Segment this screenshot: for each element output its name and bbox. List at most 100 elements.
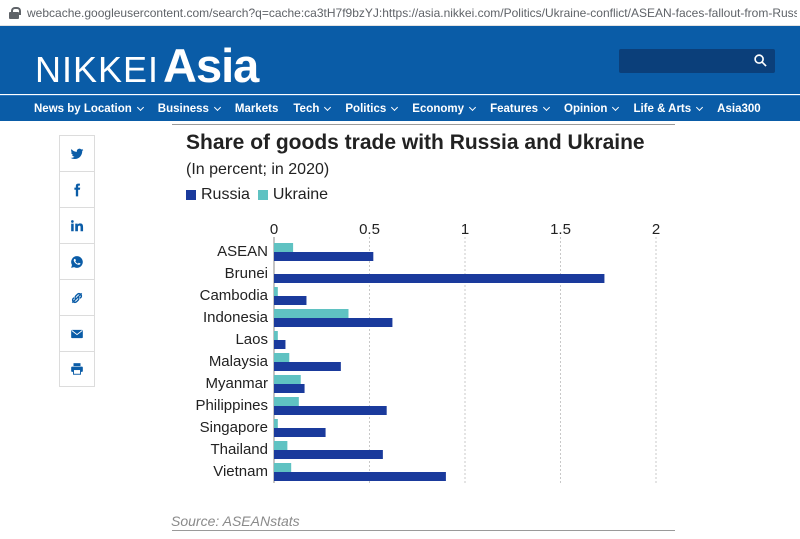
- chevron-down-icon: [469, 103, 477, 111]
- chart-legend: Russia Ukraine: [186, 186, 336, 204]
- nav-item-label: Opinion: [564, 102, 608, 115]
- chevron-down-icon: [136, 103, 144, 111]
- legend-ukraine: Ukraine: [257, 186, 329, 204]
- share-bar: [59, 135, 95, 387]
- legend-label-ukraine: Ukraine: [272, 186, 329, 203]
- chevron-down-icon: [696, 103, 704, 111]
- link-icon: [71, 292, 83, 303]
- category-label: ASEAN: [217, 243, 268, 260]
- nav-item-politics[interactable]: Politics: [345, 102, 399, 115]
- logo-asia-text: Asia: [163, 39, 259, 92]
- category-label: Malaysia: [209, 353, 269, 370]
- print-icon: [71, 363, 83, 375]
- nav-item-label: Business: [157, 102, 209, 115]
- chart-subtitle: (In percent; in 2020): [186, 161, 330, 178]
- nav-item-label: Politics: [345, 102, 387, 115]
- bar-ukraine: [274, 331, 278, 340]
- x-tick-label: 0: [270, 221, 278, 238]
- category-label: Cambodia: [200, 287, 269, 304]
- nav-item-news-by-location[interactable]: News by Location: [34, 102, 144, 115]
- nav-item-label: Asia300: [717, 102, 761, 115]
- bar-ukraine: [274, 243, 294, 252]
- email-icon: [71, 329, 83, 338]
- site-header: NIKKEIAsia: [0, 26, 800, 94]
- bar-russia: [274, 296, 307, 305]
- twitter-icon: [70, 148, 84, 159]
- share-email-button[interactable]: [59, 315, 95, 351]
- bar-russia: [274, 450, 383, 459]
- bar-russia: [274, 428, 326, 437]
- legend-swatch-russia: [186, 190, 196, 200]
- share-twitter-button[interactable]: [59, 135, 95, 171]
- chevron-down-icon: [612, 103, 620, 111]
- category-label: Singapore: [200, 419, 268, 436]
- category-label: Myanmar: [205, 375, 268, 392]
- linkedin-icon: [71, 219, 84, 231]
- share-facebook-button[interactable]: [59, 171, 95, 207]
- category-label: Vietnam: [213, 463, 268, 480]
- chevron-down-icon: [213, 103, 221, 111]
- category-label: Laos: [235, 331, 268, 348]
- category-label: Thailand: [210, 441, 268, 458]
- x-tick-label: 1: [461, 221, 469, 238]
- bar-ukraine: [274, 353, 290, 362]
- legend-label-russia: Russia: [201, 186, 250, 203]
- nav-item-markets[interactable]: Markets: [235, 103, 278, 115]
- share-print-button[interactable]: [59, 351, 95, 387]
- legend-swatch-ukraine: [257, 190, 268, 200]
- x-tick-label: 1.5: [550, 221, 571, 238]
- x-tick-label: 0.5: [359, 221, 380, 238]
- bar-ukraine: [274, 397, 299, 406]
- bar-russia: [274, 384, 305, 393]
- search-input[interactable]: [619, 49, 775, 73]
- chevron-down-icon: [324, 103, 332, 111]
- chevron-down-icon: [542, 103, 551, 111]
- nav-item-business[interactable]: Business: [157, 102, 221, 115]
- figure-top-rule: [172, 124, 675, 125]
- search-icon[interactable]: [754, 54, 767, 67]
- lock-icon: [9, 6, 21, 19]
- chevron-down-icon: [391, 103, 399, 111]
- nav-item-features[interactable]: Features: [490, 102, 551, 115]
- nav-item-economy[interactable]: Economy: [412, 103, 477, 115]
- bar-ukraine: [274, 375, 301, 384]
- bar-chart: 0 0.5 1 1.5 2 ASEAN Brunei Cambodia Indonesia Lao…: [195, 221, 660, 483]
- bar-ukraine: [274, 309, 349, 318]
- bar-russia: [274, 252, 374, 261]
- nav-item-tech[interactable]: Tech: [293, 102, 332, 115]
- bar-russia: [274, 318, 393, 327]
- nav-item-label: Markets: [234, 102, 279, 115]
- nav-item-opinion[interactable]: Opinion: [564, 102, 620, 115]
- nav-item-label: News by Location: [34, 102, 132, 115]
- chart-source: Source: ASEANstats: [171, 513, 300, 529]
- category-label: Brunei: [225, 265, 268, 282]
- bar-russia: [274, 362, 341, 371]
- bar-ukraine: [274, 463, 292, 472]
- whatsapp-icon: [71, 255, 83, 268]
- figure-bottom-rule: [172, 530, 675, 531]
- browser-address-bar[interactable]: webcache.googleusercontent.com/search?q=…: [0, 0, 800, 26]
- chart-title: Share of goods trade with Russia and Ukr…: [186, 131, 645, 154]
- nikkei-asia-logo[interactable]: NIKKEIAsia: [35, 38, 259, 93]
- url-text[interactable]: webcache.googleusercontent.com/search?q=…: [27, 5, 797, 20]
- share-linkedin-button[interactable]: [59, 207, 95, 243]
- logo-nikkei-text: NIKKEI: [35, 49, 160, 90]
- facebook-icon: [74, 183, 81, 196]
- nav-item-label: Tech: [293, 102, 320, 115]
- nav-item-label: Features: [490, 102, 538, 115]
- bar-russia: [274, 406, 387, 415]
- share-link-button[interactable]: [59, 279, 95, 315]
- x-tick-label: 2: [652, 221, 660, 238]
- legend-russia: Russia: [186, 186, 250, 204]
- category-label: Indonesia: [203, 309, 269, 326]
- category-label: Philippines: [195, 397, 268, 414]
- nav-item-label: Life & Arts: [633, 102, 692, 115]
- bar-ukraine: [274, 441, 288, 450]
- nav-item-life-arts[interactable]: Life & Arts: [633, 102, 704, 115]
- share-whatsapp-button[interactable]: [59, 243, 95, 279]
- nav-item-asia300[interactable]: Asia300: [717, 103, 760, 115]
- bar-russia: [274, 340, 286, 349]
- bar-ukraine: [274, 287, 278, 296]
- main-navigation: News by Location Business Markets Tech Polit…: [0, 95, 800, 121]
- bar-russia: [274, 472, 446, 481]
